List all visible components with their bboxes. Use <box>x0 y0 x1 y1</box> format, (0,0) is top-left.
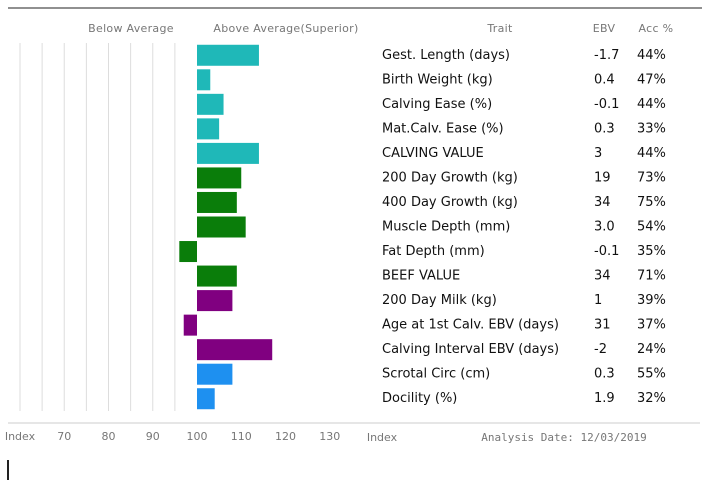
acc-value: 33% <box>637 121 666 136</box>
above-header: Above Average(Superior) <box>213 22 358 35</box>
trait-label: Fat Depth (mm) <box>382 244 485 259</box>
trait-label: Muscle Depth (mm) <box>382 220 510 235</box>
bar <box>197 93 224 115</box>
ebv-header: EBV <box>593 22 616 35</box>
x-tick-label: 90 <box>146 430 160 443</box>
bar <box>197 265 237 287</box>
ebv-value: 34 <box>594 269 611 284</box>
acc-value: 55% <box>637 367 666 382</box>
x-tick-label: 130 <box>319 430 340 443</box>
bar <box>197 216 246 238</box>
acc-value: 32% <box>637 391 666 406</box>
acc-value: 44% <box>637 97 666 112</box>
bar <box>197 118 220 140</box>
acc-value: 71% <box>637 269 666 284</box>
ebv-value: -1.7 <box>594 48 619 63</box>
bar <box>197 69 211 91</box>
ebv-value: -2 <box>594 342 607 357</box>
ebv-value: -0.1 <box>594 97 619 112</box>
bar <box>197 191 237 213</box>
ebv-value: 1.9 <box>594 391 615 406</box>
acc-value: 47% <box>637 72 666 87</box>
trait-label: 200 Day Growth (kg) <box>382 170 518 185</box>
acc-value: 35% <box>637 244 666 259</box>
trait-label: Docility (%) <box>382 391 457 406</box>
trait-label: CALVING VALUE <box>382 146 484 161</box>
axis-label: Index <box>5 430 36 443</box>
trait-label: Calving Interval EBV (days) <box>382 342 559 357</box>
bar <box>197 363 233 385</box>
bar <box>197 142 259 164</box>
ebv-value: 0.3 <box>594 367 615 382</box>
ebv-value: -0.1 <box>594 244 619 259</box>
acc-value: 75% <box>637 195 666 210</box>
bar <box>183 314 197 336</box>
bar <box>197 167 242 189</box>
trait-label: Birth Weight (kg) <box>382 72 493 87</box>
acc-value: 24% <box>637 342 666 357</box>
ebv-value: 0.3 <box>594 121 615 136</box>
bar <box>197 290 233 312</box>
x-tick-label: 120 <box>275 430 296 443</box>
acc-value: 37% <box>637 318 666 333</box>
trait-label: 400 Day Growth (kg) <box>382 195 518 210</box>
trait-label: Calving Ease (%) <box>382 97 492 112</box>
ebv-value: 3.0 <box>594 220 615 235</box>
trait-label: Age at 1st Calv. EBV (days) <box>382 318 559 333</box>
x-tick-label: 100 <box>187 430 208 443</box>
ebv-value: 0.4 <box>594 72 615 87</box>
trait-label: BEEF VALUE <box>382 269 460 284</box>
bar <box>197 388 215 410</box>
acc-value: 44% <box>637 48 666 63</box>
ebv-value: 19 <box>594 170 611 185</box>
acc-value: 73% <box>637 170 666 185</box>
ebv-value: 3 <box>594 146 602 161</box>
trait-label: 200 Day Milk (kg) <box>382 293 497 308</box>
acc-value: 39% <box>637 293 666 308</box>
bar <box>179 241 197 263</box>
trait-header: Trait <box>486 22 513 35</box>
x-tick-label: 70 <box>57 430 71 443</box>
x-tick-label: 110 <box>231 430 252 443</box>
axis-label: Index <box>367 431 398 444</box>
trait-label: Gest. Length (days) <box>382 48 510 63</box>
x-tick-label: 80 <box>102 430 116 443</box>
acc-value: 54% <box>637 220 666 235</box>
below-header: Below Average <box>88 22 174 35</box>
acc-value: 44% <box>637 146 666 161</box>
trait-label: Mat.Calv. Ease (%) <box>382 121 504 136</box>
acc-header: Acc % <box>639 22 674 35</box>
bar <box>197 339 273 361</box>
trait-label: Scrotal Circ (cm) <box>382 367 490 382</box>
bar <box>197 44 259 66</box>
ebv-value: 31 <box>594 318 611 333</box>
analysis-date: Analysis Date: 12/03/2019 <box>481 431 647 444</box>
ebv-value: 1 <box>594 293 602 308</box>
ebv-value: 34 <box>594 195 611 210</box>
